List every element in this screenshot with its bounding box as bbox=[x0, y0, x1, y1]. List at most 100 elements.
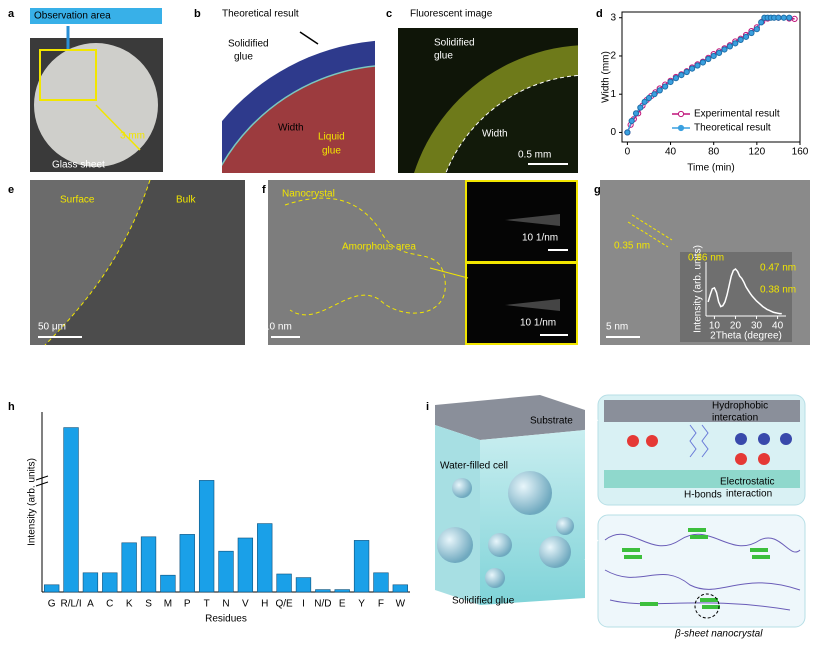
label: Solidified bbox=[228, 39, 269, 50]
x-tick-label: Y bbox=[358, 599, 365, 610]
panel-letter: i bbox=[426, 401, 429, 413]
marker bbox=[628, 117, 635, 125]
x-tick-label: V bbox=[242, 599, 249, 610]
x-tick-label: 10 bbox=[709, 321, 721, 332]
x-tick-label: P bbox=[184, 599, 191, 610]
lattice bbox=[631, 214, 673, 241]
diagram bbox=[222, 40, 375, 173]
panel-letter: e bbox=[8, 184, 14, 196]
boundary bbox=[44, 179, 151, 346]
bar bbox=[315, 589, 331, 593]
marker bbox=[715, 49, 723, 57]
beam-stop bbox=[505, 299, 560, 311]
bar bbox=[179, 534, 195, 593]
x-tick-label: S bbox=[145, 599, 152, 610]
y-tick-label: 1 bbox=[610, 89, 616, 100]
marker bbox=[748, 29, 755, 37]
x-tick-label: A bbox=[87, 599, 94, 610]
label: H-bonds bbox=[684, 490, 722, 501]
bar bbox=[218, 550, 234, 593]
schematic bbox=[435, 394, 806, 628]
label: Liquid bbox=[318, 132, 345, 143]
x-tick-label: N/D bbox=[314, 599, 331, 610]
marker bbox=[732, 40, 739, 47]
marker bbox=[726, 43, 733, 50]
y-axis-label: Width (mm) bbox=[601, 51, 612, 103]
x-tick-label: 160 bbox=[792, 147, 809, 158]
panel-letter: f bbox=[262, 184, 266, 196]
marker bbox=[710, 52, 717, 60]
x-tick-label: C bbox=[106, 599, 113, 610]
marker bbox=[683, 68, 690, 76]
label: β-sheet nanocrystal bbox=[674, 629, 763, 640]
marker bbox=[651, 91, 658, 98]
label: 10 1/nm bbox=[522, 233, 558, 244]
label: Width bbox=[482, 129, 508, 140]
inset-bg bbox=[680, 252, 792, 342]
panel-letter: g bbox=[594, 184, 601, 196]
y-tick-label: 3 bbox=[610, 12, 616, 23]
marker bbox=[637, 104, 644, 111]
label: Surface bbox=[60, 195, 95, 206]
legend-label: Experimental result bbox=[694, 109, 780, 120]
roi bbox=[39, 49, 97, 101]
label: glue bbox=[434, 51, 453, 62]
x-axis-label: 2Theta (degree) bbox=[710, 331, 782, 342]
panel-letter: h bbox=[8, 401, 15, 413]
label: interaction bbox=[726, 489, 772, 500]
x-tick-label: G bbox=[48, 599, 56, 610]
radius bbox=[95, 104, 141, 151]
panel-letter: d bbox=[596, 8, 603, 20]
legend-marker bbox=[677, 110, 685, 118]
label-bar bbox=[30, 8, 162, 24]
label: glue bbox=[234, 52, 253, 63]
marker bbox=[662, 83, 669, 90]
marker bbox=[699, 59, 707, 66]
hrtem-image bbox=[600, 180, 810, 345]
label: Observation area bbox=[34, 11, 111, 22]
legend-label: Theoretical result bbox=[694, 123, 771, 134]
bar bbox=[257, 523, 273, 593]
annotation: 0.38 nm bbox=[760, 285, 796, 296]
marker bbox=[753, 26, 760, 33]
panel-letter: a bbox=[8, 8, 15, 20]
y-tick-label: 0 bbox=[610, 127, 616, 138]
marker bbox=[737, 36, 744, 44]
annotation: 0.47 nm bbox=[760, 263, 796, 274]
marker bbox=[672, 75, 680, 82]
x-tick-label: 30 bbox=[751, 321, 763, 332]
label: 5 nm bbox=[606, 322, 628, 333]
label: 3 mm bbox=[120, 131, 145, 142]
marker bbox=[632, 110, 640, 117]
y-tick-label: 2 bbox=[610, 51, 616, 62]
x-tick-label: T bbox=[204, 599, 210, 610]
bar bbox=[276, 573, 292, 593]
panel-letter: c bbox=[386, 8, 392, 20]
label: Width bbox=[278, 123, 304, 134]
x-tick-label: 80 bbox=[708, 147, 720, 158]
label: intercation bbox=[712, 413, 758, 424]
marker bbox=[775, 14, 782, 21]
marker bbox=[678, 71, 685, 79]
tem-image bbox=[268, 180, 465, 345]
bar bbox=[198, 480, 215, 593]
label: Amorphous area bbox=[342, 242, 416, 253]
y-axis-label: Intensity (arb. units) bbox=[27, 458, 38, 546]
bar bbox=[82, 572, 99, 593]
label: 10 1/nm bbox=[520, 318, 556, 329]
x-tick-label: 40 bbox=[665, 147, 677, 158]
marker bbox=[624, 129, 631, 136]
marker bbox=[641, 98, 648, 105]
bar bbox=[353, 540, 370, 593]
bar bbox=[102, 572, 118, 593]
bar bbox=[334, 589, 350, 593]
label: Solidified bbox=[434, 38, 475, 49]
annotation: 0.86 nm bbox=[688, 253, 724, 264]
x-tick-label: 20 bbox=[730, 321, 742, 332]
bar bbox=[295, 577, 312, 593]
bar bbox=[160, 574, 176, 593]
marker bbox=[758, 19, 765, 26]
bar bbox=[63, 427, 79, 593]
boundary bbox=[284, 197, 446, 316]
